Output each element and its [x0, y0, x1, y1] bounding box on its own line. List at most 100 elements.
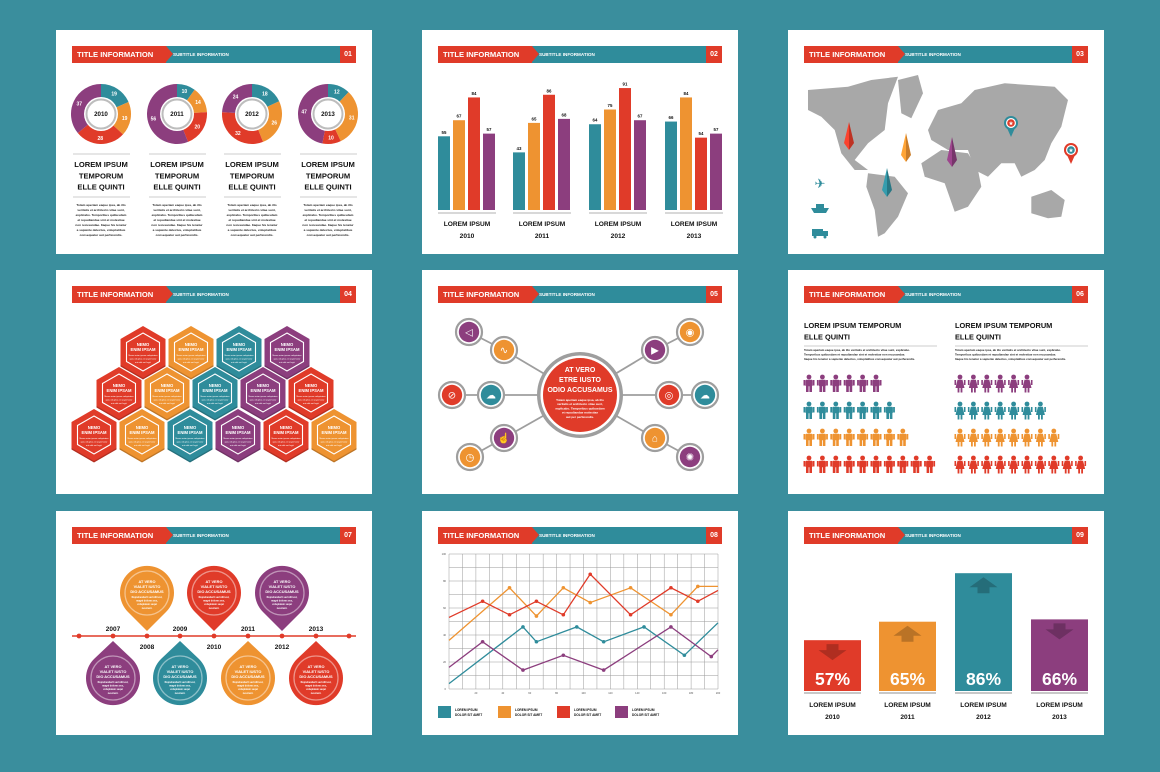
slide-subtitle: SUBTITLE INFORMATION: [173, 52, 229, 57]
slide-05-hub-diagram[interactable]: AT VERO ETRE IUSTO ODIO ACCUSAMUS Totam ape…: [422, 270, 738, 494]
hexagon-body-line: Nemo enim ipsam voluptatem: [153, 395, 182, 398]
drop-title-line: AT VERO: [273, 579, 290, 584]
node-video-player[interactable]: ▶: [640, 335, 670, 365]
slide-02-bar-chart[interactable]: 55 67 84 57 LOREM IPSUM 2010 43 65 86 68 LOREM IPS…: [422, 30, 738, 254]
data-point: [642, 625, 646, 629]
drop-body-line: voluptatem sequi: [306, 688, 326, 691]
person-leg: [1038, 415, 1040, 420]
bar-value-label: 67: [638, 114, 643, 119]
node-monitor-chart[interactable]: ∿: [489, 335, 519, 365]
person-leg: [971, 415, 973, 420]
x-tick-label: 100: [581, 691, 586, 695]
category-label: LOREM IPSUM: [519, 221, 566, 228]
person-arm: [870, 407, 873, 413]
person-leg: [997, 388, 1000, 393]
person-leg: [984, 415, 987, 420]
person-arm: [933, 461, 936, 467]
hexagon-title-line: ENIM IPSAM: [251, 388, 276, 393]
person-head: [846, 428, 852, 434]
drop-title-line: DIO ACCUSAMUS: [231, 674, 265, 679]
female-person-icon: [1021, 428, 1033, 447]
donut-value-label: 19: [122, 116, 128, 122]
timeline-dot: [76, 633, 82, 639]
drop-body-line: Reprehenderit sed nilit est,: [233, 681, 264, 684]
slide-01-donut-charts[interactable]: 19 19 28 37 2010 LOREM IPSUM TEMPORUM ELLE QUIN…: [56, 30, 372, 254]
body-text-line: non recusandae. Itaque his tenetur: [151, 223, 203, 227]
slide-07-timeline[interactable]: 2007 AT VERO VIALET IUSTO DIO ACCUSAMUS Repr…: [56, 511, 372, 735]
node-photo-camera[interactable]: ◉: [675, 317, 705, 347]
location-pin-core: [1007, 119, 1015, 127]
person-leg: [971, 469, 973, 474]
person-arm: [883, 407, 886, 413]
year-label: 2013: [687, 233, 702, 240]
hub-body-line: explicabo. Temporibus quibusdam: [555, 406, 605, 410]
slide-09-percent-bars[interactable]: 57% LOREM IPSUM 2010 65% LOREM IPSUM 2011 86% L…: [788, 511, 1104, 735]
bar-base-line: [804, 692, 861, 694]
node-circle: [694, 384, 716, 406]
body-text-line: consequatur aut perferendis.: [156, 233, 199, 237]
node-light-bulb[interactable]: ✺: [675, 442, 705, 472]
donut-value-label: 19: [111, 92, 117, 98]
person-dress: [1022, 406, 1032, 415]
hexagon-title-line: NEMO: [233, 342, 246, 347]
person-head: [833, 428, 839, 434]
node-cloud-upload[interactable]: ☁: [690, 380, 720, 410]
person-arm: [1008, 434, 1010, 439]
hexagon-inner-outline: [149, 373, 185, 413]
person-leg: [997, 415, 1000, 420]
person-head: [833, 401, 839, 407]
map-pin-marker: [947, 137, 952, 167]
node-alarm-clock[interactable]: ◷: [455, 442, 485, 472]
person-body: [818, 433, 826, 441]
hexagon-inner-outline: [101, 373, 137, 413]
person-arm: [812, 434, 815, 440]
drop-body-line: nesciunt.: [209, 607, 220, 610]
slide-08-line-chart[interactable]: 0 20 40 60 80 100 20 40 60 80 100 120 140 160 180 200 LO…: [422, 511, 738, 735]
node-circle: [644, 427, 666, 449]
node-speaker[interactable]: ◁: [454, 317, 484, 347]
node-webcam[interactable]: ◎: [654, 380, 684, 410]
slide-number: 07: [340, 527, 356, 544]
node-circle: [480, 384, 502, 406]
person-leg: [819, 386, 822, 392]
node-circle: [493, 427, 515, 449]
node-touch-hand[interactable]: ☝: [489, 423, 519, 453]
male-person-icon: [897, 455, 909, 473]
person-dress: [995, 433, 1005, 442]
donut-inner-ring: [161, 98, 193, 130]
person-head: [887, 428, 892, 434]
person-leg: [819, 467, 822, 473]
donut-value-label: 31: [349, 116, 355, 122]
bar: [513, 152, 525, 210]
slide-06-people-chart[interactable]: LOREM IPSUM TEMPORUM ELLE QUINTI Totam ape…: [788, 270, 1104, 494]
node-no-entry[interactable]: ⊘: [437, 380, 467, 410]
x-tick-label: 60: [528, 691, 531, 695]
male-person-icon: [883, 401, 895, 419]
hexagon-body-line: Nemo enim ipsam voluptatem: [177, 354, 206, 357]
person-head: [1011, 455, 1016, 461]
category-label: LOREM IPSUM: [884, 702, 931, 709]
node-bank[interactable]: ⌂: [640, 423, 670, 453]
hexagon-body-line: Nemo enim ipsam voluptatem: [273, 354, 302, 357]
person-arm: [839, 407, 842, 413]
hexagon-inner-outline: [293, 373, 329, 413]
hexagon-title-line: ENIM IPSAM: [131, 347, 156, 352]
column-heading-line: ELLE QUINTI: [77, 183, 124, 192]
person-arm: [1004, 407, 1006, 412]
slide-03-world-map[interactable]: ★ ★ ✈ TITLE INFORMATION SUBTITLE INFORMATION…: [788, 30, 1104, 254]
body-text-line: Totam aperiam eaque ipsa, ab illo: [227, 203, 276, 207]
slide-04-hexagons[interactable]: NEMO ENIM IPSAM Nemo enim ipsam voluptatem…: [56, 270, 372, 494]
truck-cab: [823, 231, 828, 236]
body-text-line: veritatis et architecto vitae sunt,: [77, 208, 124, 212]
node-cloud-download[interactable]: ☁: [476, 380, 506, 410]
hub-title-line: ETRE IUSTO: [559, 377, 601, 384]
data-point: [696, 584, 700, 589]
person-arm: [963, 461, 966, 466]
slide-title: TITLE INFORMATION: [438, 286, 539, 303]
person-arm: [954, 461, 957, 466]
person-arm: [1071, 461, 1073, 466]
person-head: [997, 401, 1003, 407]
person-arm: [1048, 461, 1050, 466]
person-head: [820, 401, 825, 407]
person-arm: [826, 407, 828, 413]
